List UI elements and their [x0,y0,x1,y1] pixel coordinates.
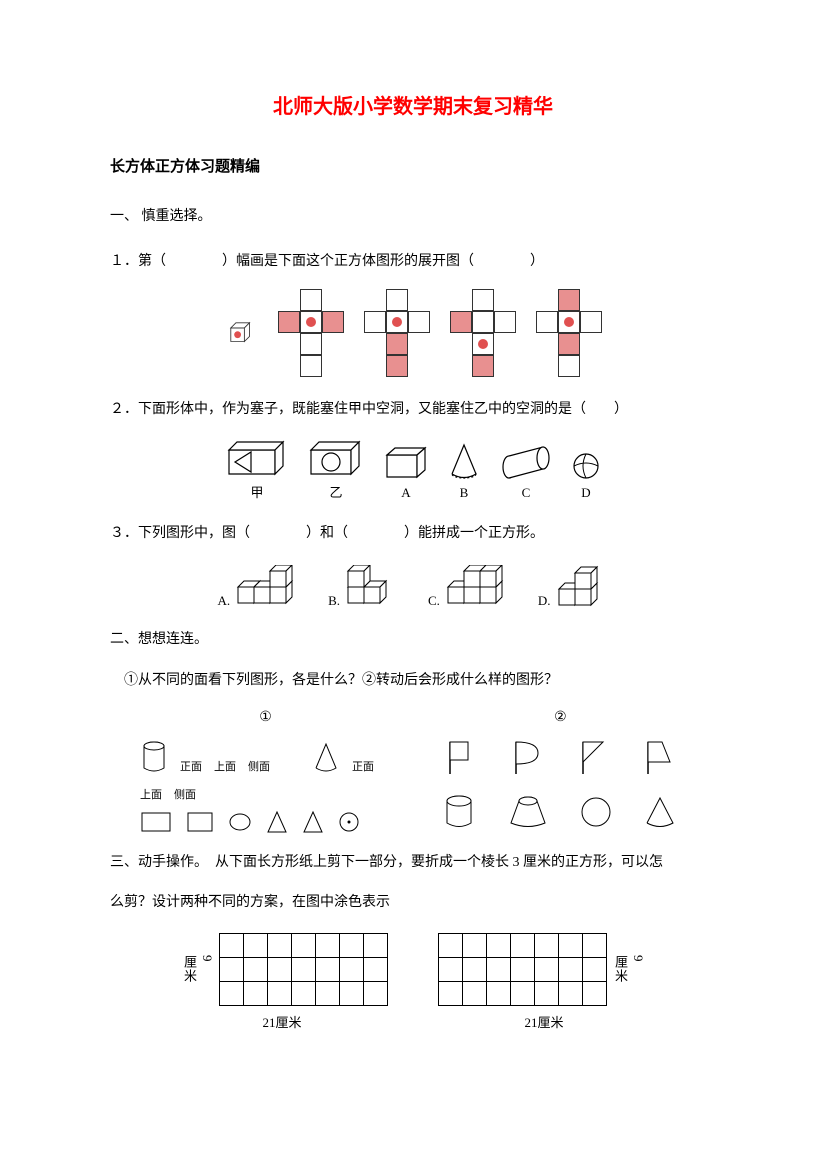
shape-yi: 乙 [307,438,365,501]
grid-block-1: 9厘米 21厘米 [176,933,388,1031]
q3-text: ３．下列图形中，图（ ）和（ ）能拼成一个正方形。 [110,521,716,548]
section3-grids: 9厘米 21厘米 9厘米 21厘米 [110,933,716,1031]
section2-figures: ① 正面 上面 侧面 正面 上面 侧面 ② [110,709,716,834]
triangle2-icon [302,810,324,834]
shape-b: B [447,441,481,501]
q2-figures: 甲 乙 A B C [110,438,716,501]
section2-heading: 二、想想连连。 [110,627,716,654]
page-title: 北师大版小学数学期末复习精华 [110,90,716,119]
frustum-icon [507,794,549,830]
q3-option-c: C. [428,565,514,609]
cone-icon [643,794,677,830]
q3-option-d: D. [538,561,609,609]
cube-icon [224,316,258,350]
grid1-hlabel: 21厘米 [262,1012,301,1031]
shape-c: C [499,443,553,501]
section2-col1: ① 正面 上面 侧面 正面 上面 侧面 [140,709,391,834]
net-option-2 [364,289,430,377]
flag-triangle-icon [579,740,607,776]
rect2-icon [186,811,214,833]
flag-rect-icon [446,740,474,776]
ellipse-icon [228,811,252,833]
grid1-vlabel: 9厘米 [180,955,215,983]
q2-text: ２．下面形体中，作为塞子，既能塞住甲中空洞，又能塞住乙中的空洞的是（ ） [110,397,716,424]
net-option-3 [450,289,516,377]
subtitle: 长方体正方体习题精编 [110,155,716,176]
grid2-hlabel: 21厘米 [524,1012,563,1031]
net-option-1 [278,289,344,377]
sphere-icon [580,796,612,828]
grid-block-2: 9厘米 21厘米 [438,933,650,1031]
grid2-vlabel: 9厘米 [611,955,646,983]
circle-dot-icon [338,811,360,833]
section1-heading: 一、 慎重选择。 [110,204,716,231]
section3-text-2: 么剪？设计两种不同的方案，在图中涂色表示 [110,890,716,917]
flag-trapezoid-icon [644,740,674,776]
section2-prompt: ①从不同的面看下列图形，各是什么？②转动后会形成什么样的图形？ [110,668,716,695]
q3-figures: A. B. C. [110,561,716,609]
q1-text: １．第（ ）幅画是下面这个正方体图形的展开图（ ） [110,249,716,276]
section3-text-1: 三、动手操作。 从下面长方形纸上剪下一部分，要折成一个棱长 3 厘米的正方形，可… [110,850,716,877]
view-cone [312,740,340,774]
grid-table-2 [438,933,607,1006]
q3-option-b: B. [328,565,404,609]
shape-d: D [571,451,601,501]
q3-option-a: A. [217,565,304,609]
grid-table-1 [219,933,388,1006]
net-option-4 [536,289,602,377]
q1-figures [110,289,716,377]
flag-semicircle-icon [512,740,542,776]
view-cylinder [140,740,168,774]
section2-col2: ② [435,709,686,834]
rect-icon [140,811,172,833]
triangle-icon [266,810,288,834]
cylinder-icon [443,794,475,830]
shape-jia: 甲 [225,438,289,501]
shape-a: A [383,445,429,501]
